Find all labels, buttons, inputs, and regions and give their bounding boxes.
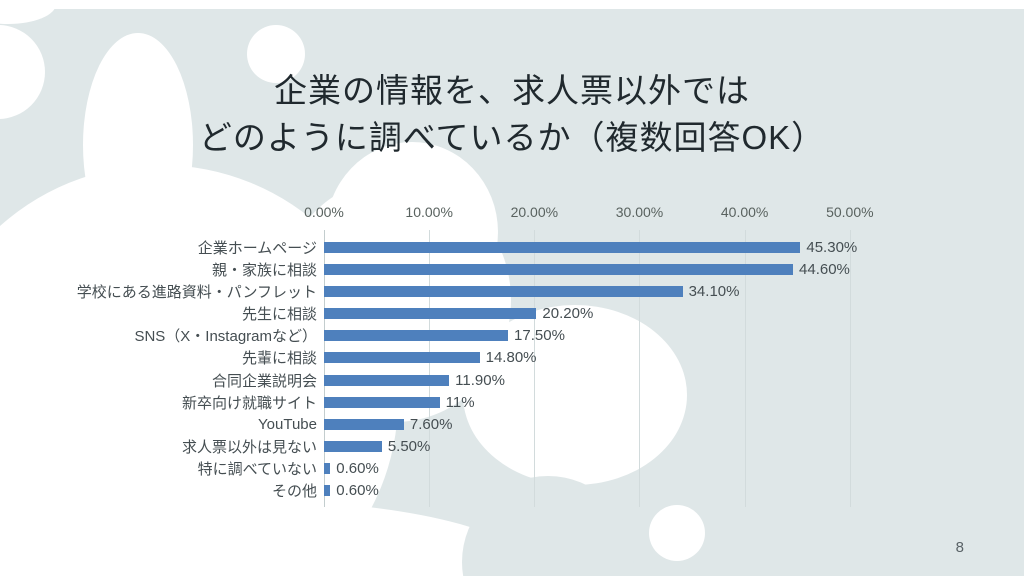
title-line-1: 企業の情報を、求人票以外では bbox=[274, 72, 750, 109]
bar bbox=[324, 396, 440, 408]
value-label: 5.50% bbox=[387, 438, 431, 456]
category-label: 親・家族に相談 bbox=[211, 261, 317, 279]
bar bbox=[324, 485, 331, 497]
y-axis-line bbox=[324, 230, 325, 507]
bar bbox=[324, 374, 450, 386]
page-number: 8 bbox=[955, 539, 964, 556]
bar-track: 45.30% bbox=[324, 236, 874, 258]
category-label: 新卒向け就職サイト bbox=[181, 394, 317, 412]
category-label: その他 bbox=[271, 483, 317, 501]
bar-track: 11.90% bbox=[324, 369, 874, 391]
bar-row: 特に調べていない 0.60% bbox=[62, 458, 874, 480]
bar-track: 20.20% bbox=[324, 303, 874, 325]
bar-track: 0.60% bbox=[324, 458, 874, 480]
bar-row: 先生に相談 20.20% bbox=[62, 303, 874, 325]
gridline-layer bbox=[324, 230, 874, 507]
gridline bbox=[744, 230, 746, 507]
bar-track: 11% bbox=[324, 391, 874, 413]
value-label: 44.60% bbox=[799, 260, 850, 278]
bar-row: その他 0.60% bbox=[62, 480, 874, 502]
value-label: 11% bbox=[445, 393, 475, 411]
x-tick-label: 20.00% bbox=[510, 204, 559, 220]
bar-row: 親・家族に相談 44.60% bbox=[62, 258, 874, 280]
gridline bbox=[639, 230, 641, 507]
category-label: YouTube bbox=[258, 415, 317, 433]
gridline bbox=[849, 230, 851, 507]
bar-row: 合同企業説明会 11.90% bbox=[62, 369, 874, 391]
bar-row: SNS（X・Instagramなど） 17.50% bbox=[62, 325, 874, 347]
category-label: 先生に相談 bbox=[241, 306, 317, 324]
value-label: 0.60% bbox=[336, 482, 379, 500]
bar-rows: 企業ホームページ 45.30% 親・家族に相談 44.60% 学校にある進路資料・パンフ… bbox=[62, 230, 874, 507]
bar bbox=[324, 418, 404, 430]
category-label: 先輩に相談 bbox=[241, 350, 317, 368]
title-line-2: どのように調べているか（複数回答OK） bbox=[198, 118, 826, 156]
slide-title: 企業の情報を、求人票以外では どのように調べているか（複数回答OK） bbox=[47, 68, 977, 162]
plot-area: 企業ホームページ 45.30% 親・家族に相談 44.60% 学校にある進路資料・パンフ… bbox=[62, 230, 874, 507]
category-label: 合同企業説明会 bbox=[211, 372, 317, 390]
value-label: 17.50% bbox=[514, 327, 565, 345]
bar bbox=[324, 241, 801, 253]
bar bbox=[324, 441, 382, 453]
x-tick-label: 30.00% bbox=[615, 204, 664, 220]
bar-chart: 0.00% 10.00% 20.00% 30.00% 40.00% 50.00% 企業ホー… bbox=[62, 200, 874, 507]
bar-row: 求人票以外は見ない 5.50% bbox=[62, 436, 874, 458]
x-tick-label: 40.00% bbox=[720, 204, 769, 220]
bar bbox=[324, 285, 683, 297]
bar-row: 企業ホームページ 45.30% bbox=[62, 236, 874, 258]
bar bbox=[324, 263, 794, 275]
x-axis: 0.00% 10.00% 20.00% 30.00% 40.00% 50.00% bbox=[304, 200, 874, 230]
bar-track: 14.80% bbox=[324, 347, 874, 369]
bar-row: 学校にある進路資料・パンフレット 34.10% bbox=[62, 280, 874, 302]
bar-track: 5.50% bbox=[324, 436, 874, 458]
gridline bbox=[429, 230, 431, 507]
category-label: SNS（X・Instagramなど） bbox=[134, 328, 317, 346]
x-tick-label: 50.00% bbox=[826, 204, 874, 220]
bar-track: 44.60% bbox=[324, 258, 874, 280]
x-tick-label: 0.00% bbox=[304, 204, 344, 220]
gridline bbox=[534, 230, 536, 507]
bar-row: YouTube 7.60% bbox=[62, 413, 874, 435]
bar-row: 新卒向け就職サイト 11% bbox=[62, 391, 874, 413]
value-label: 11.90% bbox=[455, 371, 505, 389]
bar bbox=[324, 463, 331, 475]
bar bbox=[324, 330, 509, 342]
bar bbox=[324, 352, 480, 364]
value-label: 45.30% bbox=[806, 238, 858, 256]
bar-track: 7.60% bbox=[324, 413, 874, 435]
x-tick-label: 10.00% bbox=[405, 204, 453, 220]
category-label: 企業ホームページ bbox=[197, 239, 317, 257]
category-label: 学校にある進路資料・パンフレット bbox=[76, 283, 317, 301]
bar-track: 0.60% bbox=[324, 480, 874, 502]
value-label: 7.60% bbox=[409, 415, 453, 433]
category-label: 特に調べていない bbox=[197, 461, 317, 479]
bar-row: 先輩に相談 14.80% bbox=[62, 347, 874, 369]
category-label: 求人票以外は見ない bbox=[181, 439, 317, 457]
value-label: 0.60% bbox=[336, 460, 379, 478]
value-label: 20.20% bbox=[542, 305, 594, 323]
bar-track: 34.10% bbox=[324, 280, 874, 302]
value-label: 14.80% bbox=[485, 349, 537, 367]
bar-track: 17.50% bbox=[324, 325, 874, 347]
value-label: 34.10% bbox=[688, 282, 740, 300]
bar bbox=[324, 308, 537, 320]
